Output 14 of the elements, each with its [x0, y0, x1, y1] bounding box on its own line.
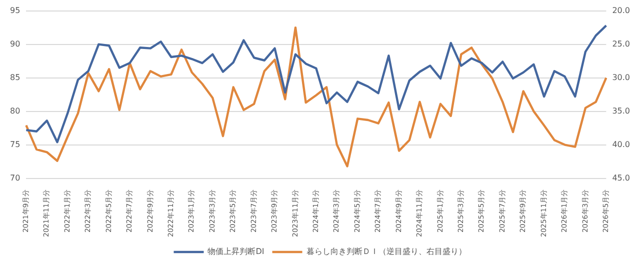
legend-label: 暮らし向き判断ＤＩ（逆目盛り、右目盛り） — [306, 247, 466, 256]
y-tick-label: 70 — [10, 173, 20, 182]
y2-tick-label: 45.0 — [612, 173, 630, 182]
y-tick-label: 75 — [10, 140, 20, 149]
legend-label: 物価上昇判断DI — [208, 247, 264, 256]
y-tick-label: 80 — [10, 106, 20, 116]
y2-tick-label: 35.0 — [612, 106, 630, 116]
y2-tick-label: 40.0 — [612, 140, 630, 149]
y-tick-label: 95 — [10, 6, 20, 15]
y2-tick-label: 20.0 — [612, 6, 630, 15]
y2-tick-label: 25.0 — [612, 39, 630, 48]
y-tick-label: 90 — [10, 39, 20, 48]
y-tick-label: 85 — [10, 72, 20, 82]
y2-tick-label: 30.0 — [612, 72, 630, 82]
